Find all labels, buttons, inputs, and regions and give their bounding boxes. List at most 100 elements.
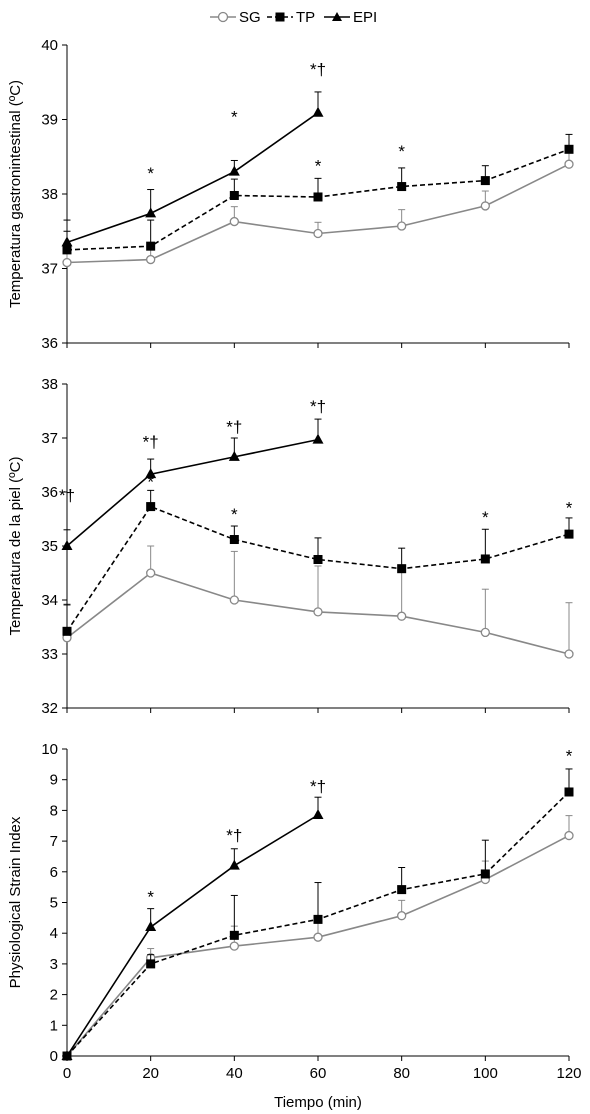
data-point-epi [61,236,73,247]
y-tick-label: 10 [41,741,58,758]
significance-marker: *† [310,397,326,416]
significance-marker: * [566,746,573,765]
data-point-sg [229,941,239,951]
series-sg [62,545,574,659]
legend-marker-epi [332,12,342,21]
significance-marker: *† [226,418,242,437]
y-tick-label: 34 [41,592,58,609]
data-point-sg [397,611,407,621]
data-point-tp [397,564,407,574]
legend-marker-sg [217,11,229,23]
x-axis-title: Tiempo (min) [274,1094,362,1111]
significance-marker: * [147,473,154,492]
y-axis-title: Temperatura gastronintestinal (ºC) [7,80,24,308]
significance-marker: *† [143,433,159,452]
data-point-tp [229,930,239,940]
series-epi [61,91,324,247]
y-tick-label: 0 [50,1048,58,1065]
chart-legend: SG TP EPI [210,9,377,26]
x-tick-label: 20 [142,1065,159,1082]
y-tick-label: 39 [41,112,58,129]
data-point-epi [145,921,157,932]
data-point-sg [313,932,323,942]
data-point-tp [480,869,490,879]
data-point-sg [480,201,490,211]
chart-panel-1: 36 37 38 39 40 Temperatura gastronintestinal … [7,37,574,352]
data-point-tp [229,535,239,545]
data-point-tp [313,914,323,924]
significance-marker: * [231,505,238,524]
data-point-sg [564,649,574,659]
data-point-tp [229,190,239,200]
data-point-sg [229,216,239,227]
data-point-epi [312,106,324,117]
series-line-epi [66,814,319,1057]
y-tick-label: 36 [41,484,58,501]
series-line-epi [66,438,319,547]
y-tick-label: 8 [50,802,58,819]
data-point-tp [146,959,156,969]
y-tick-label: 35 [41,538,58,555]
significance-marker: * [147,888,154,907]
series-tp [62,133,574,255]
y-axis-title: Physiological Strain Index [7,816,24,988]
data-point-tp [313,555,323,564]
data-point-tp [397,182,407,192]
data-point-tp [397,885,407,895]
y-tick-label: 37 [41,430,58,447]
data-point-sg [146,568,156,578]
data-point-epi [145,207,157,218]
data-point-epi [61,540,73,550]
data-point-sg [146,254,156,265]
data-point-sg [313,607,323,617]
data-point-sg [397,911,407,921]
significance-marker: *† [226,826,242,845]
series-sg [62,147,574,268]
series-sg [62,815,574,1061]
data-point-sg [564,830,574,841]
data-point-tp [146,241,156,251]
y-tick-label: 9 [50,772,58,789]
x-tick-label: 120 [556,1065,581,1082]
data-point-sg [480,627,490,638]
data-point-tp [480,554,490,564]
x-tick-label: 60 [310,1065,327,1082]
y-tick-label: 40 [41,37,58,54]
data-point-sg [313,228,323,239]
significance-marker: * [398,142,405,161]
data-point-epi [312,809,324,820]
data-point-sg [397,221,407,231]
legend-label-sg: SG [239,9,261,26]
data-point-tp [564,529,574,539]
y-tick-label: 1 [50,1017,58,1034]
significance-marker: * [231,107,238,126]
data-point-tp [146,502,156,512]
y-tick-label: 32 [41,700,58,717]
data-point-tp [564,787,574,797]
chart-panel-2: 32 33 34 35 36 37 38 Temperatura de la piel (ºC… [7,376,574,717]
y-tick-label: 38 [41,186,58,203]
data-point-epi [228,165,240,176]
y-tick-label: 36 [41,335,58,352]
significance-marker: * [566,499,573,518]
y-axis-title: Temperatura de la piel (ºC) [7,457,24,636]
y-tick-label: 37 [41,261,58,278]
significance-marker: * [482,508,489,527]
data-point-epi [61,1050,73,1060]
series-line-epi [66,112,319,244]
y-tick-label: 3 [50,956,58,973]
data-point-epi [228,859,240,870]
series-epi [61,796,324,1060]
y-tick-label: 4 [50,925,58,942]
y-tick-label: 7 [50,833,58,850]
legend-label-epi: EPI [353,9,377,26]
data-point-tp [313,192,323,202]
data-point-sg [62,257,72,268]
legend-label-tp: TP [296,9,315,26]
significance-marker: *† [310,777,326,796]
data-point-epi [145,468,157,479]
data-point-tp [62,245,72,255]
x-tick-label: 100 [473,1065,498,1082]
x-tick-label: 0 [63,1065,71,1082]
